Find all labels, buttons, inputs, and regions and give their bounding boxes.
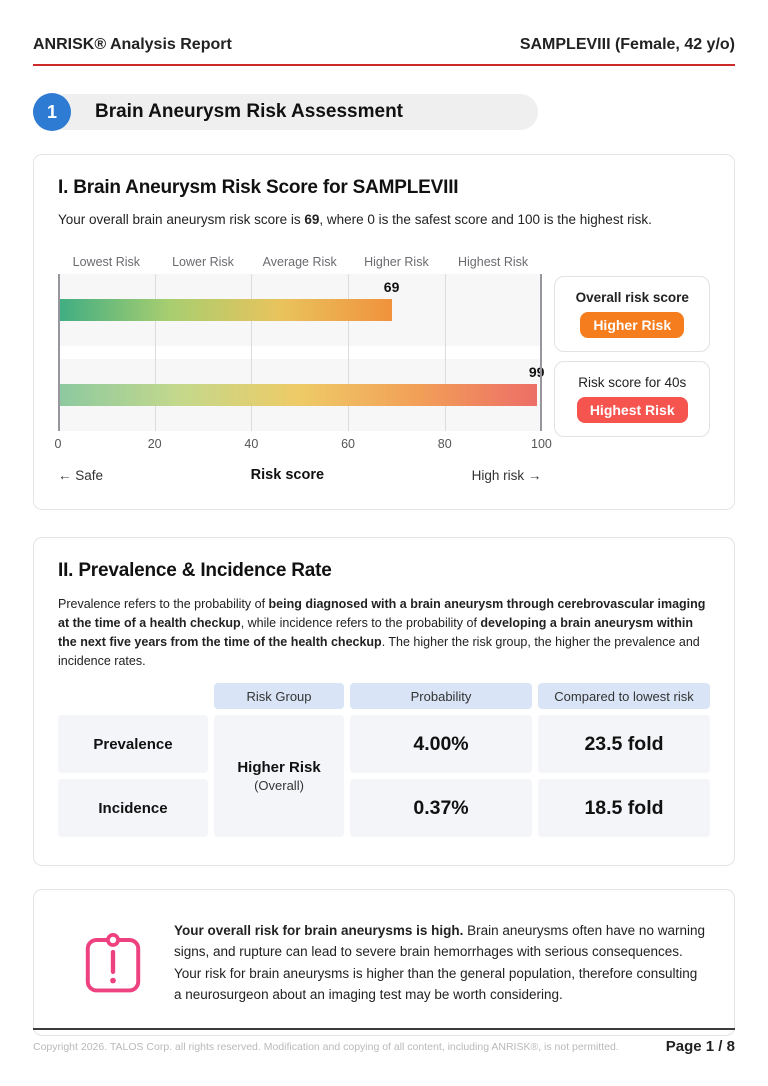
section-title: Brain Aneurysm Risk Assessment (95, 101, 403, 122)
row-label-prevalence: Prevalence (58, 715, 208, 773)
prevalence-compared: 23.5 fold (538, 715, 710, 773)
risk-group-scope: (Overall) (254, 778, 304, 793)
section-title-pill: Brain Aneurysm Risk Assessment (47, 94, 538, 130)
patient-info: SAMPLEVIII (Female, 42 y/o) (519, 36, 735, 53)
chart-band-40s: 99 (58, 359, 544, 431)
section-number-badge: 1 (33, 93, 71, 131)
report-header: ANRISK® Analysis Report SAMPLEVIII (Fema… (33, 36, 735, 66)
age-risk-card: Risk score for 40s Highest Risk (554, 361, 710, 437)
warning-text: Your overall risk for brain aneurysms is… (174, 923, 705, 1002)
chart-plot-area: 69 99 (58, 274, 544, 431)
gridline-60 (348, 274, 350, 431)
prevalence-probability: 4.00% (350, 715, 532, 773)
warning-callout: Your overall risk for brain aneurysms is… (33, 889, 735, 1037)
bar-value-overall: 69 (383, 279, 400, 295)
copyright-text: Copyright 2026. TALOS Corp. all rights r… (33, 1040, 619, 1053)
prevalence-description: Prevalence refers to the probability of … (58, 597, 706, 668)
axis-caption-row: ← Safe Risk score High risk → (58, 467, 541, 483)
risk-bar-40s (58, 384, 537, 406)
x-axis-ticks: 0 20 40 60 80 100 (54, 437, 552, 451)
risk-summary-cards: Overall risk score Higher Risk Risk scor… (554, 255, 710, 483)
age-risk-badge: Highest Risk (576, 397, 688, 423)
col-header-risk-group: Risk Group (214, 683, 344, 709)
risk-chart-row: Lowest Risk Lower Risk Average Risk High… (54, 255, 710, 483)
risk-group-value: Higher Risk (237, 759, 321, 776)
col-header-probability: Probability (350, 683, 532, 709)
risk-score-heading: I. Brain Aneurysm Risk Score for SAMPLEV… (58, 177, 459, 198)
risk-score-chart: Lowest Risk Lower Risk Average Risk High… (54, 255, 552, 483)
age-risk-label: Risk score for 40s (578, 375, 687, 390)
warning-exclamation-icon (85, 932, 141, 993)
gridline-20 (154, 274, 156, 431)
report-footer: Copyright 2026. TALOS Corp. all rights r… (33, 1028, 735, 1055)
risk-bar-overall (58, 299, 392, 321)
chart-band-overall: 69 (58, 274, 542, 346)
axis-title: Risk score (250, 467, 325, 483)
risk-score-card: I. Brain Aneurysm Risk Score for SAMPLEV… (33, 154, 735, 510)
overall-risk-badge: Higher Risk (580, 312, 685, 338)
incidence-probability: 0.37% (350, 779, 532, 837)
row-label-incidence: Incidence (58, 779, 208, 837)
overall-risk-card: Overall risk score Higher Risk (554, 276, 710, 352)
overall-risk-label: Overall risk score (575, 290, 689, 305)
safe-label: ← Safe (58, 467, 104, 483)
incidence-compared: 18.5 fold (538, 779, 710, 837)
axis-line-0 (58, 274, 60, 431)
risk-group-cell: Higher Risk (Overall) (214, 715, 344, 837)
prevalence-heading: II. Prevalence & Incidence Rate (58, 560, 332, 581)
high-risk-label: High risk → (471, 467, 542, 483)
prevalence-table: Risk Group Probability Compared to lowes… (58, 683, 710, 837)
section-title-row: 1 Brain Aneurysm Risk Assessment (33, 93, 538, 131)
page-number: Page 1 / 8 (665, 1038, 735, 1055)
report-title: ANRISK® Analysis Report (33, 36, 232, 53)
risk-score-value-inline: 69 (304, 212, 320, 227)
prevalence-card: II. Prevalence & Incidence Rate Prevalen… (33, 537, 735, 866)
risk-level-labels: Lowest Risk Lower Risk Average Risk High… (72, 255, 529, 269)
col-header-compared: Compared to lowest risk (538, 683, 710, 709)
table-corner-cell (58, 683, 208, 709)
gridline-40 (251, 274, 253, 431)
risk-score-intro: Your overall brain aneurysm risk score i… (58, 212, 652, 227)
axis-line-100 (540, 274, 543, 431)
gridline-80 (444, 274, 446, 431)
